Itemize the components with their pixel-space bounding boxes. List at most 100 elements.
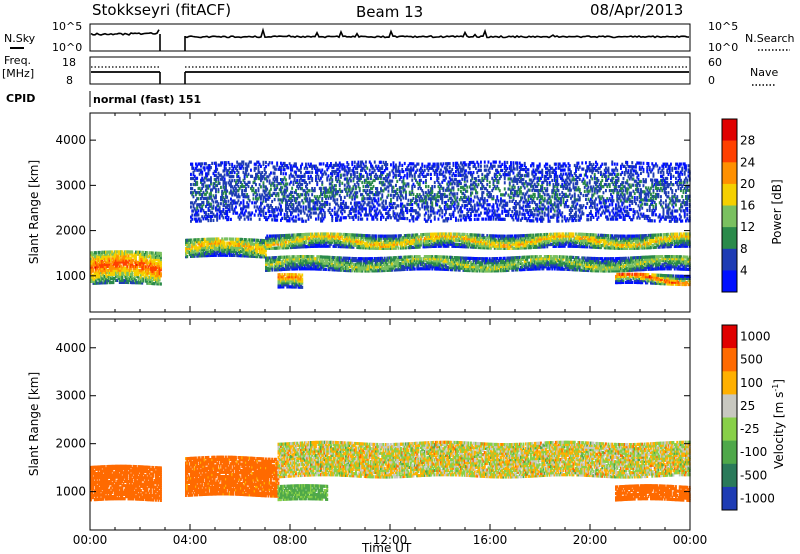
echo-cell [590, 235, 592, 239]
echo-cell [133, 266, 136, 270]
echo-cell [435, 259, 437, 263]
echo-cell [151, 275, 154, 279]
echo-cell [293, 263, 296, 267]
echo-cell [333, 244, 336, 248]
echo-cell [253, 254, 256, 258]
echo-cell [363, 236, 366, 240]
echo-cell [111, 266, 114, 270]
echo-cell [297, 257, 300, 261]
echo-cell [151, 255, 154, 259]
echo-cell [371, 257, 374, 261]
echo-cell [556, 240, 559, 244]
echo-cell [466, 243, 469, 247]
echo-cell [225, 247, 227, 251]
echo-cell [298, 243, 301, 247]
echo-cell [477, 237, 480, 241]
echo-cell [566, 259, 569, 263]
echo-cell [668, 236, 671, 241]
echo-cell [513, 238, 516, 242]
echo-cell [335, 242, 337, 246]
echo-cell [241, 250, 244, 254]
echo-cell [282, 263, 285, 267]
echo-cell [522, 238, 525, 242]
echo-cell [391, 240, 394, 244]
echo-cell [476, 233, 479, 237]
echo-cell [347, 245, 350, 249]
echo-cell [415, 239, 417, 243]
echo-cell [600, 239, 602, 243]
echo-cell [452, 260, 455, 264]
echo-cell [238, 239, 241, 243]
echo-cell [327, 244, 330, 248]
echo-cell [425, 259, 427, 263]
echo-cell [410, 241, 412, 245]
echo-cell [578, 236, 581, 240]
echo-cell [90, 277, 92, 281]
echo-cell [596, 245, 599, 249]
echo-cell [153, 265, 156, 269]
echo-cell [361, 267, 364, 271]
echo-cell [148, 267, 151, 271]
echo-cell [391, 262, 394, 266]
echo-cell [160, 260, 162, 264]
echo-cell [202, 252, 205, 256]
echo-cell [433, 259, 436, 263]
echo-cell [295, 239, 297, 243]
echo-cell [90, 269, 92, 273]
echo-cell [108, 258, 111, 262]
echo-cell [572, 255, 575, 260]
echo-cell [97, 273, 100, 277]
echo-cell [378, 261, 381, 265]
echo-cell [466, 268, 469, 273]
echo-cell [306, 261, 309, 265]
echo-cell [295, 241, 297, 245]
echo-cell [598, 257, 601, 261]
echo-cell [323, 240, 326, 244]
echo-cell [305, 232, 307, 236]
echo-cell [131, 281, 134, 285]
echo-cell [298, 233, 301, 237]
echo-cell [528, 267, 531, 271]
echo-cell [585, 232, 587, 237]
echo-cell [367, 236, 370, 240]
echo-cell [333, 260, 336, 264]
echo-cell [571, 234, 574, 238]
echo-cell [368, 263, 371, 267]
echo-cell [497, 246, 500, 250]
echo-cell [427, 236, 430, 240]
echo-cell [273, 258, 276, 262]
echo-cell [453, 262, 456, 266]
echo-cell [445, 238, 447, 242]
echo-cell [588, 266, 591, 271]
echo-cell [671, 240, 674, 244]
echo-cell [300, 259, 302, 263]
echo-cell [307, 244, 310, 249]
echo-cell [302, 237, 305, 241]
echo-cell [537, 267, 540, 271]
echo-cell [416, 265, 419, 269]
echo-cell [333, 242, 336, 246]
echo-cell [145, 279, 147, 283]
echo-cell [332, 268, 335, 272]
echo-cell [287, 241, 290, 246]
echo-cell [392, 240, 395, 244]
echo-cell [285, 244, 287, 248]
echo-cell [350, 263, 352, 267]
echo-cell [312, 238, 315, 242]
echo-cell [291, 265, 294, 269]
echo-cell [557, 267, 560, 271]
nave-tick-high: 60 [708, 56, 722, 69]
echo-cell [401, 242, 404, 246]
echo-cell [151, 263, 154, 267]
echo-cell [381, 256, 384, 260]
echo-cell [245, 238, 247, 242]
echo-cell [145, 271, 147, 275]
echo-cell [140, 258, 142, 263]
echo-cell [146, 253, 149, 257]
echo-cell [482, 240, 485, 244]
echo-cell [372, 234, 375, 238]
echo-cell [387, 246, 390, 250]
echo-cell [320, 265, 322, 269]
echo-cell [360, 233, 362, 237]
echo-cell [261, 253, 264, 257]
